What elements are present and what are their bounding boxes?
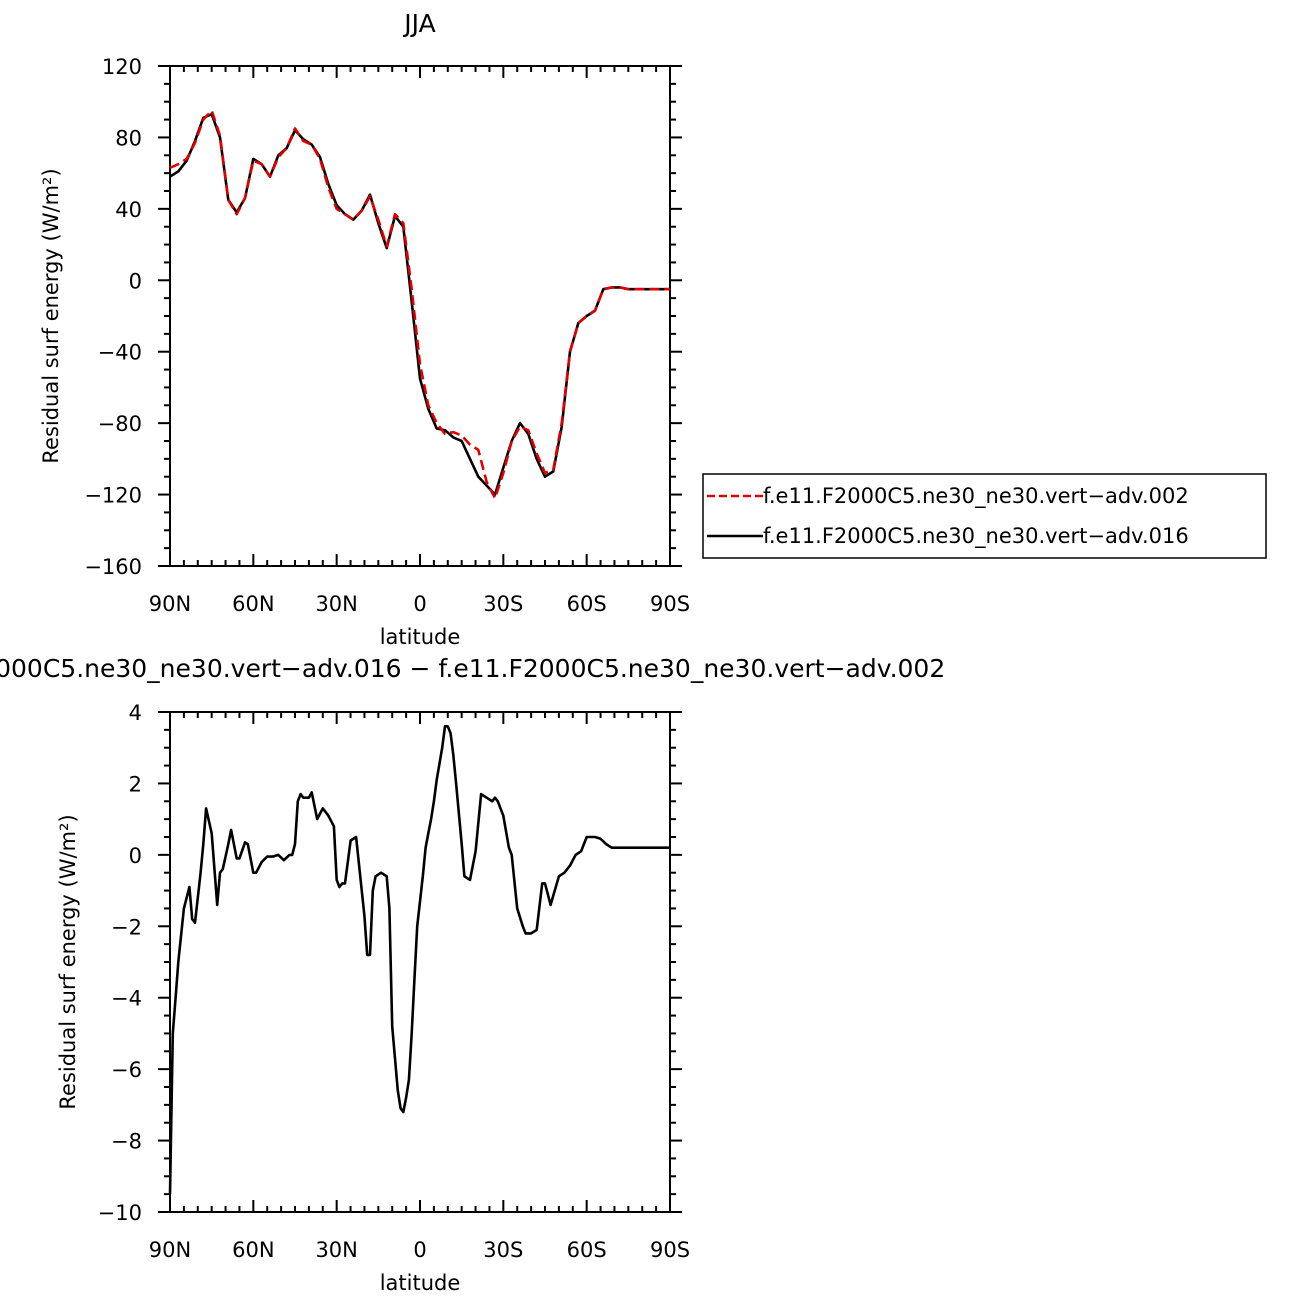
x-tick-label: 0 <box>413 592 426 616</box>
y-tick-label: −6 <box>111 1058 142 1082</box>
y-axis-label-2: Residual surf energy (W/m²) <box>56 814 80 1109</box>
plot-frame-2 <box>169 711 671 1213</box>
x-tick-label: 30S <box>483 1238 523 1262</box>
x-tick-label: 60S <box>567 1238 607 1262</box>
legend-box <box>702 473 1267 559</box>
x-tick-label: 90N <box>149 1238 191 1262</box>
x-axis-label-2: latitude <box>380 1271 461 1295</box>
y-tick-label: −40 <box>98 341 142 365</box>
x-axis-label-1: latitude <box>380 625 461 649</box>
y-tick-label: −120 <box>84 484 142 508</box>
y-tick-label: −2 <box>111 915 142 939</box>
x-tick-label: 90N <box>149 592 191 616</box>
series-line-dashed-red <box>169 109 670 500</box>
y-tick-label: −80 <box>98 412 142 436</box>
series-line-solid-black <box>169 112 670 496</box>
y-tick-label: 40 <box>115 198 142 222</box>
x-tick-label: 30S <box>483 592 523 616</box>
plot-frame-1 <box>169 65 671 567</box>
x-tick-label: 60S <box>567 592 607 616</box>
legend-label: f.e11.F2000C5.ne30_ne30.vert−adv.016 <box>763 524 1189 549</box>
y-axis-label-1: Residual surf energy (W/m²) <box>39 168 63 463</box>
x-tick-label: 60N <box>232 592 274 616</box>
y-tick-label: 80 <box>115 126 142 150</box>
x-tick-label: 60N <box>232 1238 274 1262</box>
y-tick-label: −4 <box>111 987 142 1011</box>
y-tick-label: 0 <box>129 844 142 868</box>
legend-label: f.e11.F2000C5.ne30_ne30.vert−adv.002 <box>763 484 1189 509</box>
y-tick-label: 4 <box>129 701 142 725</box>
y-tick-label: −8 <box>111 1130 142 1154</box>
y-tick-label: 120 <box>102 55 142 79</box>
x-tick-label: 30N <box>315 1238 357 1262</box>
y-tick-label: 2 <box>129 772 142 796</box>
chart-title-1: JJA <box>402 9 435 38</box>
y-tick-label: −10 <box>98 1201 142 1225</box>
x-tick-label: 90S <box>650 1238 690 1262</box>
chart-title-2: f.e11.F2000C5.ne30_ne30.vert−adv.016 − f… <box>0 654 945 683</box>
x-tick-label: 90S <box>650 592 690 616</box>
series-line-solid-black <box>168 725 670 1195</box>
x-tick-label: 0 <box>413 1238 426 1262</box>
y-tick-label: −160 <box>84 555 142 579</box>
x-tick-label: 30N <box>315 592 357 616</box>
y-tick-label: 0 <box>129 269 142 293</box>
